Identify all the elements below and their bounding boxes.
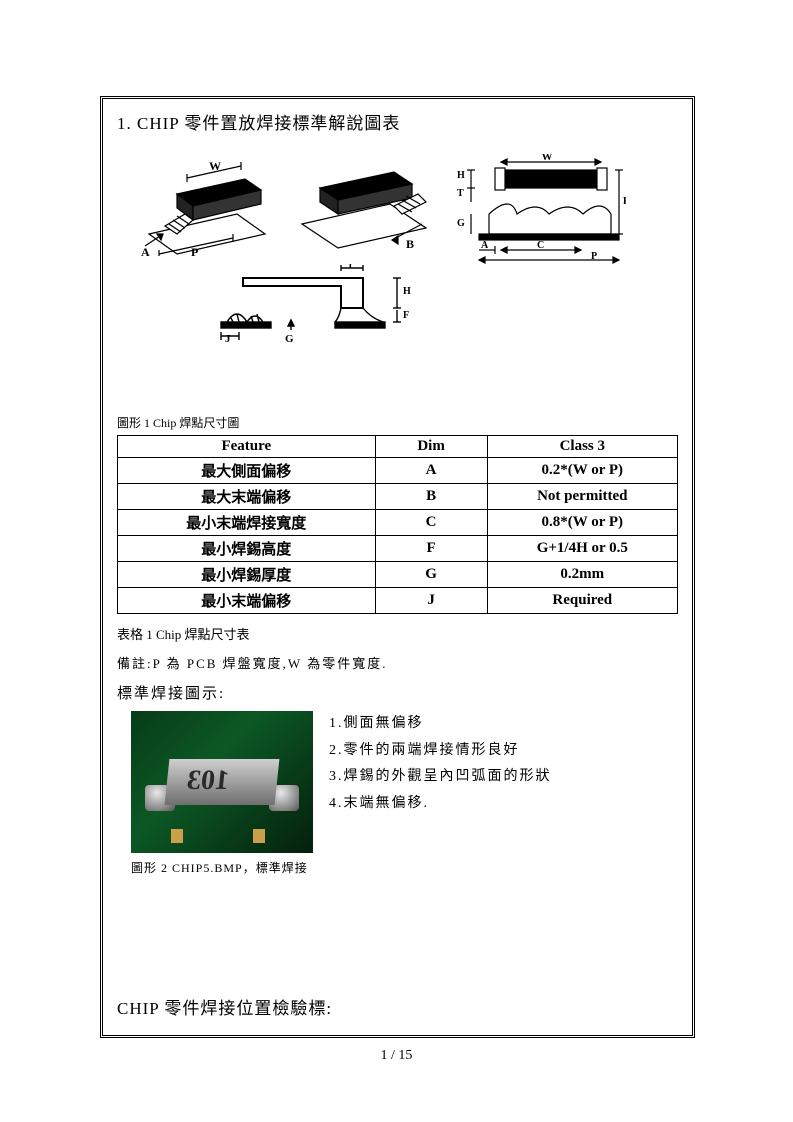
example-list: 1.側面無偏移 2.零件的兩端焊接情形良好 3.焊錫的外觀呈內凹弧面的形狀 4.… (329, 711, 552, 817)
table-row: 最小末端焊接寬度C0.8*(W or P) (118, 510, 678, 536)
th-dim: Dim (375, 436, 487, 458)
list-item: 4.末端無偏移. (329, 791, 552, 818)
table-cell: 最小焊錫厚度 (118, 562, 376, 588)
table-cell: 最大側面偏移 (118, 458, 376, 484)
svg-text:W: W (209, 159, 221, 173)
table-row: 最小焊錫厚度G0.2mm (118, 562, 678, 588)
table-cell: G (375, 562, 487, 588)
svg-text:B: B (406, 237, 414, 251)
table-cell: 0.2mm (487, 562, 677, 588)
table-caption: 表格 1 Chip 焊點尺寸表 (117, 624, 678, 643)
svg-text:G: G (285, 333, 294, 344)
diagram-chip-cross-section-side: J G T H F (207, 264, 417, 344)
figure1-caption: 圖形 1 Chip 焊點尺寸圖 (117, 414, 678, 431)
table-cell: C (375, 510, 487, 536)
diagram-chip-cross-section-front: W H T G A C P F (451, 154, 626, 264)
spec-table-body: 最大側面偏移A0.2*(W or P)最大末端偏移BNot permitted最… (118, 458, 678, 614)
table-cell: 最小焊錫高度 (118, 536, 376, 562)
svg-text:W: W (542, 154, 553, 163)
page-number: 1 / 15 (0, 1048, 793, 1064)
table-cell: A (375, 458, 487, 484)
standard-title: 標準焊接圖示: (117, 682, 678, 703)
table-cell: Required (487, 588, 677, 614)
svg-text:P: P (191, 245, 198, 259)
table-cell: 最小末端焊接寬度 (118, 510, 376, 536)
list-item: 3.焊錫的外觀呈內凹弧面的形狀 (329, 764, 552, 791)
list-item: 2.零件的兩端焊接情形良好 (329, 738, 552, 765)
table-cell: 最小末端偏移 (118, 588, 376, 614)
diagram-row-top: W A P B (137, 154, 678, 264)
svg-text:G: G (457, 218, 465, 229)
photo-standard-solder: 103 (131, 711, 313, 853)
svg-text:C: C (537, 240, 544, 251)
table-header-row: Feature Dim Class 3 (118, 436, 678, 458)
table-row: 最大末端偏移BNot permitted (118, 484, 678, 510)
svg-text:H: H (457, 170, 465, 181)
diagram-chip-isometric-2: B (294, 154, 439, 259)
svg-text:A: A (141, 245, 150, 259)
th-class3: Class 3 (487, 436, 677, 458)
table-cell: G+1/4H or 0.5 (487, 536, 677, 562)
table-row: 最小焊錫高度FG+1/4H or 0.5 (118, 536, 678, 562)
table-cell: J (375, 588, 487, 614)
svg-text:H: H (403, 286, 411, 297)
diagram-row-bottom: J G T H F (207, 264, 678, 344)
th-feature: Feature (118, 436, 376, 458)
svg-text:P: P (591, 251, 597, 262)
svg-text:T: T (347, 264, 354, 271)
svg-text:T: T (457, 188, 464, 199)
list-item: 1.側面無偏移 (329, 711, 552, 738)
table-cell: 0.2*(W or P) (487, 458, 677, 484)
table-row: 最大側面偏移A0.2*(W or P) (118, 458, 678, 484)
spec-table: Feature Dim Class 3 最大側面偏移A0.2*(W or P)最… (117, 435, 678, 614)
footer-heading: CHIP 零件焊接位置檢驗標: (117, 994, 332, 1019)
table-cell: 0.8*(W or P) (487, 510, 677, 536)
diagram-chip-isometric-1: W A P (137, 154, 282, 259)
svg-text:A: A (481, 240, 489, 251)
table-row: 最小末端偏移JRequired (118, 588, 678, 614)
svg-text:J: J (225, 333, 231, 344)
svg-text:F: F (403, 310, 409, 321)
table-cell: B (375, 484, 487, 510)
table-cell: F (375, 536, 487, 562)
table-cell: Not permitted (487, 484, 677, 510)
note-text: 備註:P 為 PCB 焊盤寬度,W 為零件寬度. (117, 653, 678, 672)
table-cell: 最大末端偏移 (118, 484, 376, 510)
figure2-caption: 圖形 2 CHIP5.BMP，標準焊接 (131, 859, 678, 876)
section-title: 1. CHIP 零件置放焊接標準解說圖表 (117, 109, 678, 134)
page-frame: 1. CHIP 零件置放焊接標準解說圖表 (100, 96, 695, 1038)
photo-row: 103 1.側面無偏移 2.零件的兩端焊接情形良好 3.焊錫的外觀呈內凹弧面的形… (131, 711, 678, 853)
svg-text:F: F (623, 196, 626, 207)
